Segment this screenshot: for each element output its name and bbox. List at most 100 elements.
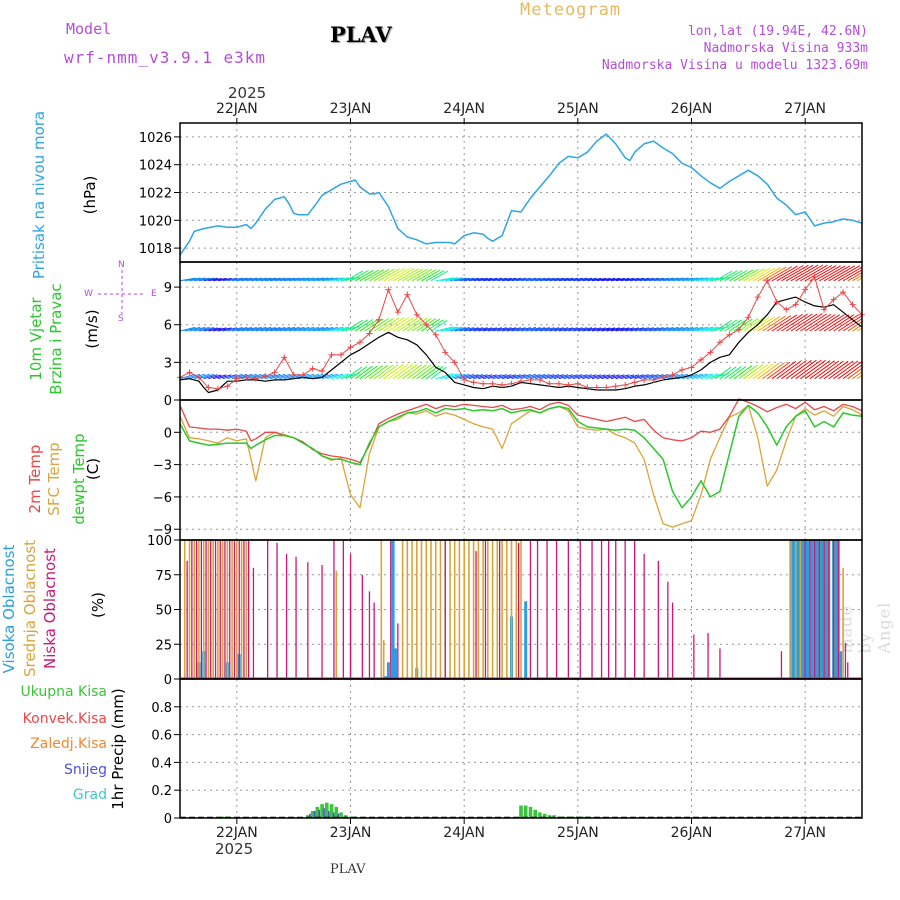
low-cloud-bar [361,574,363,680]
compass-e: E [151,289,157,299]
year-top: 2025 [228,84,267,102]
low-cloud-bar [267,540,269,679]
wind-arrow [459,327,475,332]
wind-arrow [312,277,329,282]
low-cloud-bar [624,540,626,679]
wind-arrow [568,327,583,332]
temp-ytick-label-3: 0 [164,426,172,441]
wind-arrow [658,277,674,282]
wind-gust-marker [840,289,847,296]
elevation-label: Nadmorska Visina 933m [703,41,868,56]
wind-arrow [426,270,445,282]
wind-arrow [856,374,862,380]
wind-arrow [378,268,400,282]
wind-arrow [298,326,315,332]
wind-arrow [317,277,334,282]
wind-arrow [785,359,812,380]
wind-arrow [625,374,639,380]
wind-arrow [364,318,384,332]
wind-arrow [620,374,635,380]
wind-arrow [487,374,502,380]
wind-arrow [227,373,243,380]
wind-arrow [762,266,787,282]
low-cloud-bar [195,540,198,679]
wind-arrow [776,313,803,332]
wind-arrow [478,277,493,282]
wind-arrow [620,327,635,332]
wind-arrow [194,277,210,282]
wind-arrow [373,268,395,282]
wind-arrow [388,316,410,332]
wind-gust-marker [565,381,572,388]
wind-arrow [426,319,444,332]
wind-arrow [440,326,458,332]
wind-arrow [407,268,428,282]
wind-arrow [364,269,385,282]
wind-arrow [217,327,232,332]
wind-arrow [222,277,238,282]
wind-gust-marker [612,383,619,390]
wind-arrow [814,360,840,380]
wind-arrow [464,374,479,380]
wind-arrow [823,265,851,282]
low-cloud-bar [615,540,617,679]
mid-cloud-bar [202,540,205,679]
wind-arrow [525,374,541,380]
wind-arrow [246,277,262,282]
wind-arrow [198,277,215,282]
wind-gust-marker [432,331,439,338]
precip-total-bar [329,804,334,818]
mid-cloud-bar [245,540,248,679]
wind-gust-marker [366,330,373,337]
wind-gust-marker [536,376,543,383]
wind-arrow [828,360,854,380]
wind-arrow [217,277,232,282]
wind-arrow [336,277,355,282]
wind-arrow [577,374,592,380]
low-cloud-bar [397,623,399,679]
wind-gust-marker [328,351,335,358]
low-cloud-bar [671,602,674,679]
wind-arrow [227,277,243,282]
low-cloud-bar [333,540,335,679]
wind-arrow [459,374,475,380]
precip-legend-conv: Konvek.Kisa [22,711,107,727]
wind-gust-marker [375,316,382,323]
wind-gust-marker [243,374,250,381]
wind-arrow [705,277,724,282]
wind-arrow [331,326,350,332]
low-cloud-bar [276,542,278,679]
wind-arrow [558,327,574,332]
wind-arrow [492,374,507,380]
wind-arrow [246,326,262,332]
wind-gust-marker [811,274,818,281]
wind-arrow [819,360,844,380]
wind-arrow [326,326,344,332]
wind-arrow [445,326,463,332]
wind-arrow [208,278,222,282]
wind-arrow [781,313,808,332]
wind-gust-marker [319,368,326,375]
wind-arrow [203,277,218,282]
pressure-ytick-label-4: 1026 [139,131,172,146]
low-cloud-bar [555,540,558,679]
low-cloud-bar [214,540,217,679]
wind-arrow [752,363,775,380]
wind-gust-marker [660,374,667,381]
precip-total-bar [325,802,329,818]
wind-arrow [198,327,215,332]
wind-arrow [833,314,860,332]
wind-arrow [194,326,210,332]
wind-arrow [180,326,196,332]
low-cloud-bar [809,540,811,679]
mid-cloud-bar [434,540,437,679]
wind-arrow [861,330,862,331]
wind-arrow [819,314,845,332]
wind-arrow [473,374,488,380]
wind-arrow [847,272,862,282]
low-cloud-bar [205,540,207,679]
temp-ytick-label-2: −3 [153,459,172,474]
wind-arrow [222,327,238,332]
wind-arrow [326,373,344,380]
day-label-bottom-1: 23JAN [330,825,372,841]
